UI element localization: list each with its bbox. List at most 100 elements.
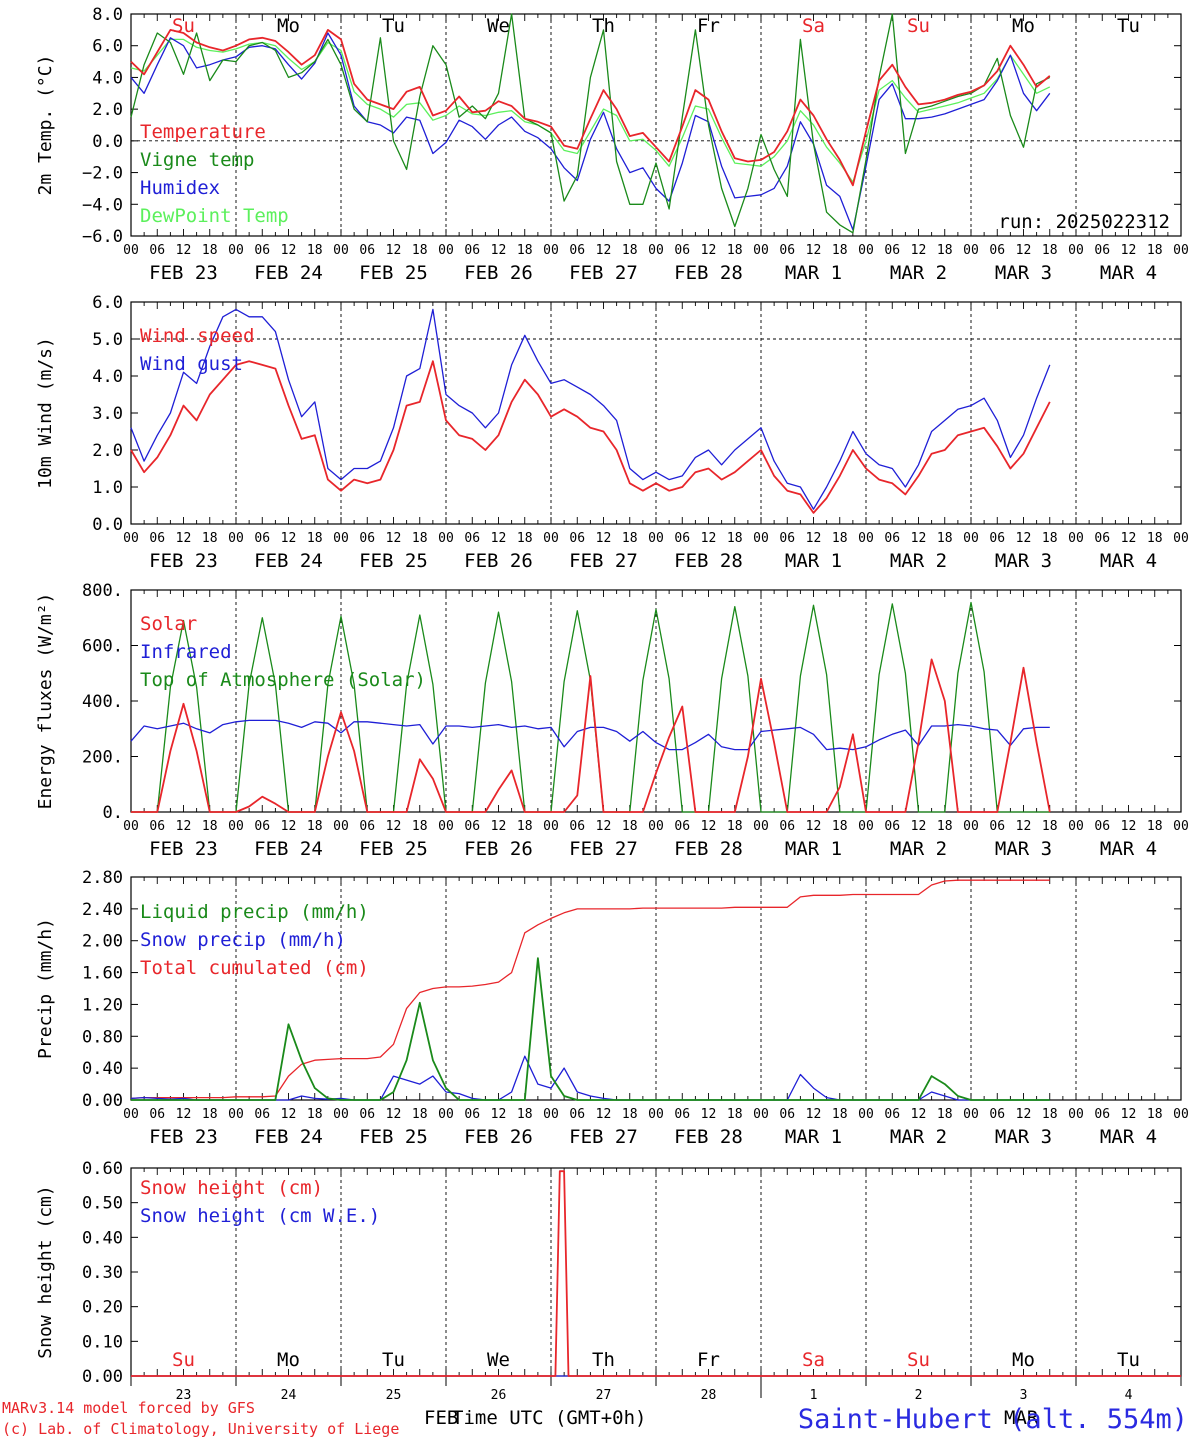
x-hour-label: 06 [254, 243, 270, 258]
x-hour-label: 18 [937, 819, 953, 834]
x-hour-label: 00 [753, 1107, 769, 1122]
x-date-label: MAR 2 [890, 1126, 947, 1148]
y-tick-label: 0.0 [92, 132, 123, 152]
x-hour-label: 18 [307, 243, 323, 258]
y-axis-label: 2m Temp. (°C) [35, 55, 56, 196]
x-hour-label: 18 [517, 1107, 533, 1122]
series-line [131, 1170, 1181, 1377]
x-hour-label: 12 [701, 531, 717, 546]
x-hour-label: 18 [412, 819, 428, 834]
x-date-label: FEB 28 [674, 262, 743, 284]
x-hour-label: 12 [1016, 243, 1032, 258]
x-hour-label: 18 [517, 243, 533, 258]
x-hour-label: 18 [1042, 531, 1058, 546]
x-hour-label: 12 [386, 243, 402, 258]
x-axis-title: Time UTC (GMT+0h) [452, 1407, 646, 1429]
x-hour-label: 06 [779, 819, 795, 834]
legend-entry: Humidex [140, 177, 220, 199]
y-tick-label: −2.0 [82, 164, 123, 184]
series-line [130, 38, 1051, 183]
x-hour-label: 00 [648, 243, 664, 258]
x-hour-label: 12 [386, 819, 402, 834]
x-hour-label: 00 [753, 243, 769, 258]
x-hour-label: 06 [149, 243, 165, 258]
day-number-label: 24 [281, 1388, 297, 1403]
x-hour-label: 06 [569, 243, 585, 258]
y-tick-label: 4.0 [92, 367, 123, 387]
x-hour-label: 00 [648, 819, 664, 834]
y-axis-label: Snow height (cm) [35, 1185, 56, 1358]
y-tick-label: 2.0 [92, 100, 123, 120]
x-hour-label: 06 [254, 1107, 270, 1122]
x-hour-label: 18 [727, 531, 743, 546]
x-hour-label: 00 [753, 531, 769, 546]
y-tick-label: 5.0 [92, 330, 123, 350]
x-hour-label: 06 [569, 1107, 585, 1122]
x-hour-label: 00 [648, 531, 664, 546]
x-hour-label: 12 [596, 819, 612, 834]
x-hour-label: 00 [333, 819, 349, 834]
x-hour-label: 00 [543, 1107, 559, 1122]
series-line [130, 360, 1051, 514]
x-hour-label: 12 [701, 1107, 717, 1122]
x-hour-label: 18 [1147, 243, 1163, 258]
x-hour-label: 00 [438, 1107, 454, 1122]
y-tick-label: 2.00 [82, 932, 123, 952]
x-hour-label: 00 [228, 531, 244, 546]
y-tick-label: 6.0 [92, 37, 123, 57]
day-number-label: 26 [491, 1388, 507, 1403]
series-line [131, 957, 1050, 1101]
legend-entry: Snow precip (mm/h) [140, 929, 346, 951]
x-hour-label: 06 [989, 243, 1005, 258]
y-tick-label: 600. [82, 637, 123, 657]
x-hour-label: 12 [491, 243, 507, 258]
x-hour-label: 06 [359, 243, 375, 258]
x-hour-label: 00 [333, 531, 349, 546]
x-hour-label: 00 [963, 243, 979, 258]
y-tick-label: 3.0 [92, 404, 123, 424]
legend-entry: Wind speed [140, 325, 254, 347]
x-hour-label: 00 [1068, 243, 1084, 258]
station-title: Saint-Hubert (alt. 554m) [798, 1404, 1188, 1435]
x-hour-label: 00 [123, 1107, 139, 1122]
x-hour-label: 06 [989, 531, 1005, 546]
x-hour-label: 06 [884, 819, 900, 834]
x-date-label: FEB 26 [464, 838, 533, 860]
x-date-label: FEB 25 [359, 550, 428, 572]
x-hour-label: 06 [674, 1107, 690, 1122]
x-hour-label: 12 [491, 531, 507, 546]
x-hour-label: 06 [569, 819, 585, 834]
series-line [130, 719, 1050, 751]
x-date-label: MAR 2 [890, 838, 947, 860]
x-hour-label: 00 [1068, 531, 1084, 546]
x-hour-label: 06 [989, 1107, 1005, 1122]
series-line [130, 1055, 1050, 1101]
x-date-label: FEB 24 [254, 550, 323, 572]
x-date-label: MAR 3 [995, 1126, 1052, 1148]
x-date-label: FEB 23 [149, 262, 218, 284]
x-date-label: MAR 2 [890, 262, 947, 284]
series-line [130, 32, 1051, 231]
x-hour-label: 00 [1068, 1107, 1084, 1122]
y-tick-label: 0. [103, 803, 123, 823]
x-hour-label: 06 [149, 531, 165, 546]
x-hour-label: 06 [674, 243, 690, 258]
x-hour-label: 12 [806, 819, 822, 834]
weekday-label: Sa [802, 1349, 825, 1371]
x-hour-label: 06 [359, 1107, 375, 1122]
x-hour-label: 18 [1042, 1107, 1058, 1122]
x-date-label: FEB 25 [359, 262, 428, 284]
y-tick-label: 0.10 [82, 1332, 123, 1352]
x-hour-label: 06 [1094, 531, 1110, 546]
x-hour-label: 06 [779, 1107, 795, 1122]
x-hour-label: 00 [963, 819, 979, 834]
x-hour-label: 06 [359, 819, 375, 834]
y-tick-label: 1.60 [82, 964, 123, 984]
legend-entry: Wind gust [140, 353, 243, 375]
x-date-label: FEB 27 [569, 550, 638, 572]
x-hour-label: 00 [438, 243, 454, 258]
x-hour-label: 12 [281, 243, 297, 258]
weekday-label: Fr [697, 1349, 720, 1371]
y-tick-label: 0.30 [82, 1263, 123, 1283]
